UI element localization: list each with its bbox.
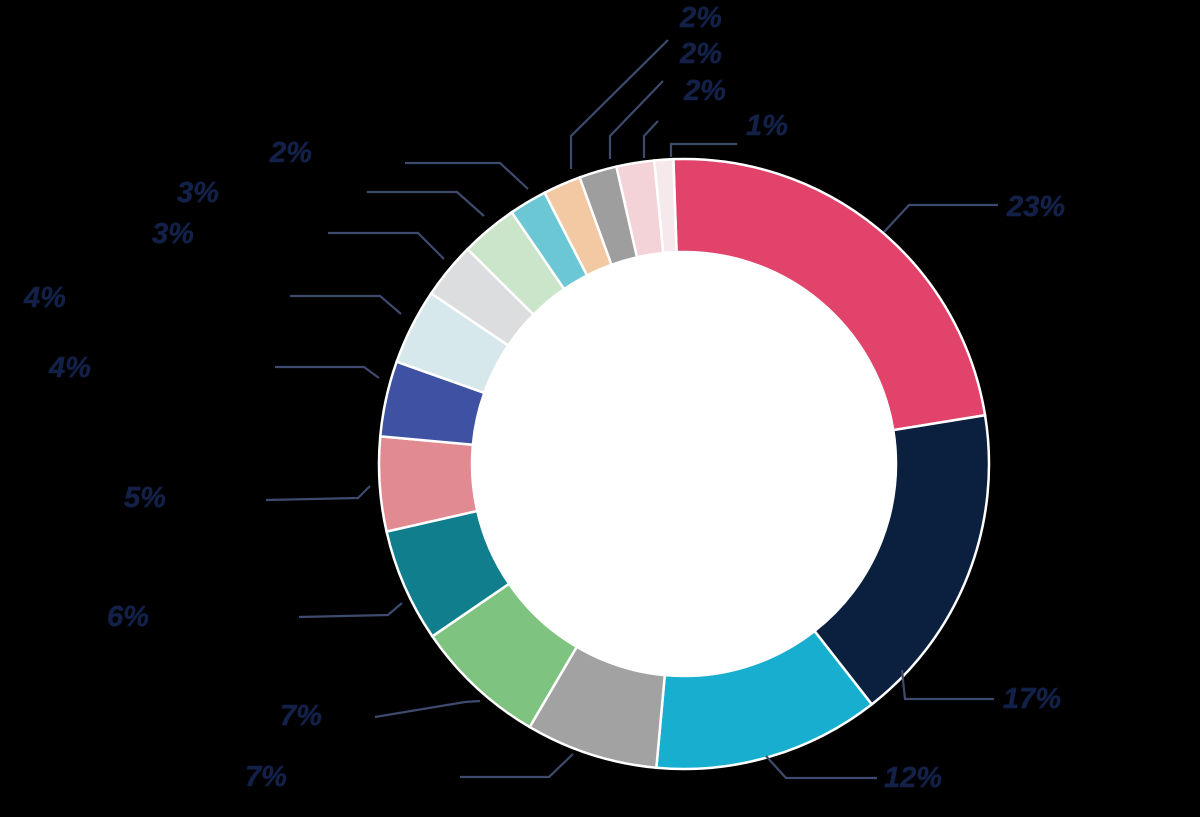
svg-text:17%: 17% <box>1003 683 1061 715</box>
svg-text:2%: 2% <box>679 2 722 34</box>
svg-text:3%: 3% <box>152 218 194 250</box>
svg-text:1%: 1% <box>746 110 788 142</box>
svg-text:12%: 12% <box>884 762 942 794</box>
svg-text:7%: 7% <box>280 700 322 732</box>
svg-text:7%: 7% <box>245 761 287 793</box>
svg-text:23%: 23% <box>1006 191 1065 223</box>
svg-text:4%: 4% <box>48 352 91 384</box>
svg-text:6%: 6% <box>107 601 149 633</box>
svg-text:2%: 2% <box>683 75 726 107</box>
svg-text:5%: 5% <box>124 482 166 514</box>
svg-text:4%: 4% <box>23 282 66 314</box>
svg-text:3%: 3% <box>177 177 219 209</box>
svg-text:2%: 2% <box>269 137 312 169</box>
svg-text:2%: 2% <box>679 38 722 70</box>
